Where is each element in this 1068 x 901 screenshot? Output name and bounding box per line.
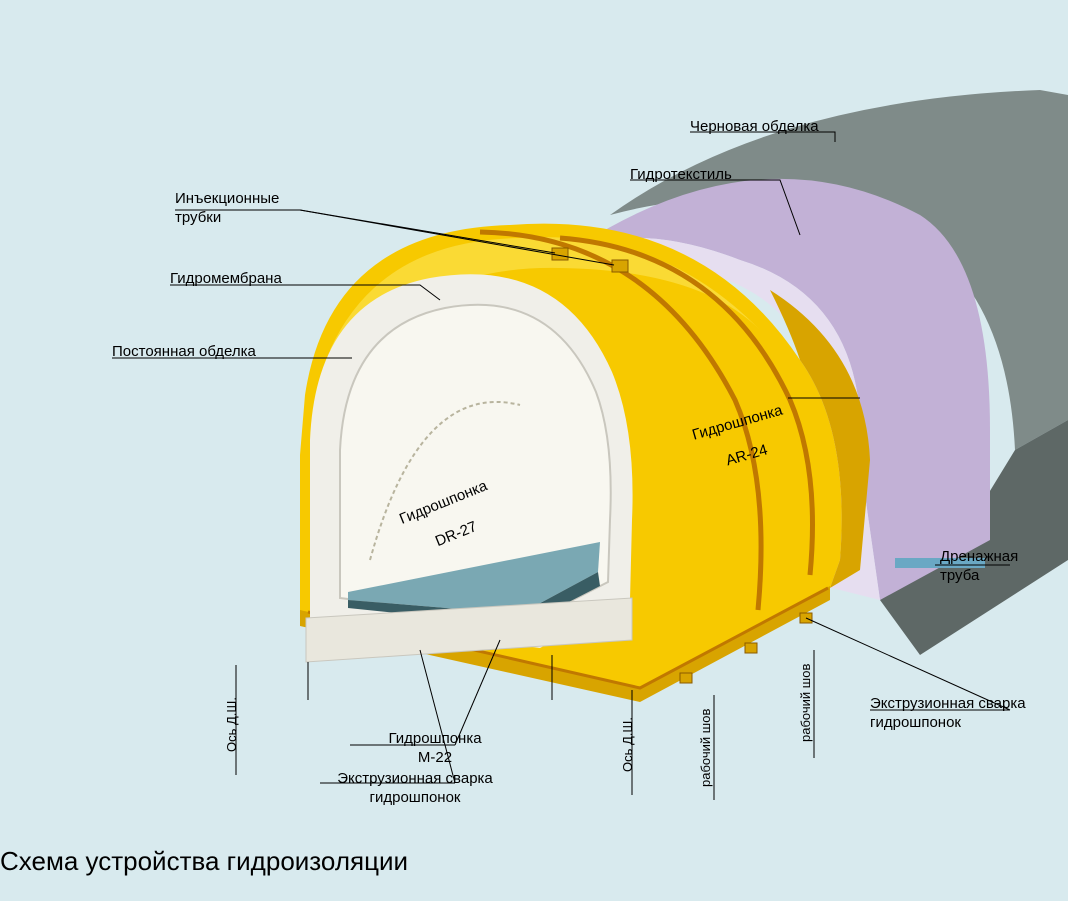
- t: М-22: [418, 749, 452, 766]
- t: шов: [698, 708, 713, 733]
- t: труба: [940, 567, 979, 584]
- label-membrane: Гидромембрана: [170, 270, 282, 289]
- label-perm-lining: Постоянная обделка: [112, 343, 256, 362]
- t: Экструзионная сварка: [870, 695, 1026, 712]
- t: Инъекционные: [175, 190, 279, 207]
- label-rough-lining: Черновая обделка: [690, 118, 819, 137]
- t: трубки: [175, 209, 221, 226]
- injection-tube-box: [552, 248, 568, 260]
- label-shponka-m22: Гидрошпонка М-22: [350, 730, 520, 768]
- t: гидрошпонок: [870, 714, 961, 731]
- t: гидрошпонок: [370, 789, 461, 806]
- t: Гидрошпонка: [690, 402, 784, 444]
- t: Дренажная: [940, 548, 1018, 565]
- diagram-title: Схема устройства гидроизоляции: [0, 846, 408, 877]
- t: Экструзионная сварка: [337, 770, 493, 787]
- label-work-joint-2: рабочий шов: [798, 655, 813, 750]
- weld-box: [680, 673, 692, 683]
- weld-box: [745, 643, 757, 653]
- label-axis-left: Ось Д.Ш.: [224, 680, 239, 770]
- t: шов: [798, 663, 813, 688]
- label-extr-weld-bottom: Экструзионная сварка гидрошпонок: [300, 770, 530, 808]
- label-drain-pipe: Дренажная труба: [940, 548, 1018, 586]
- injection-tube-box: [612, 260, 628, 272]
- tunnel-svg: [0, 0, 1068, 901]
- t: Гидрошпонка: [388, 730, 481, 747]
- t: рабочий: [698, 737, 713, 787]
- label-extr-weld-right: Экструзионная сварка гидрошпонок: [870, 695, 1026, 733]
- label-geotextile: Гидротекстиль: [630, 166, 732, 185]
- label-injection-tubes: Инъекционные трубки: [175, 190, 279, 228]
- label-work-joint-1: рабочий шов: [698, 700, 713, 795]
- label-axis-right: Ось Д.Ш.: [620, 700, 635, 790]
- t: рабочий: [798, 692, 813, 742]
- diagram-canvas: { "title": "Схема устройства гидроизоляц…: [0, 0, 1068, 901]
